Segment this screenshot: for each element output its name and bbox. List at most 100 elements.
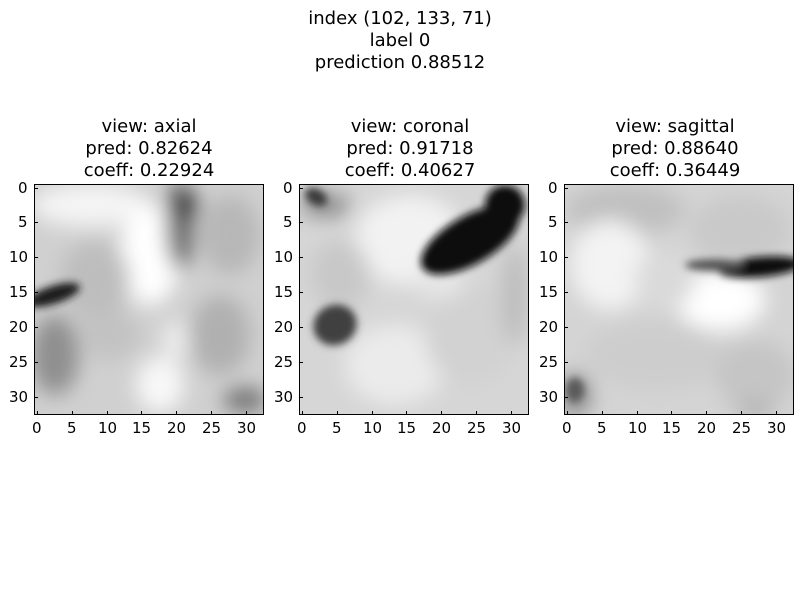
- axial-x-label-5: 5: [67, 419, 77, 437]
- sagittal-image-texture: [565, 185, 793, 414]
- coronal-x-tick-15: [406, 411, 407, 415]
- axial-y-tick-0: [34, 188, 38, 189]
- axial-x-label-30: 30: [237, 419, 257, 437]
- panel-sagittal-pred: pred: 0.88640: [611, 138, 739, 159]
- panel-coronal-title: view: coronal pred: 0.91718 coeff: 0.406…: [290, 116, 530, 182]
- panel-coronal-pred: pred: 0.91718: [346, 138, 474, 159]
- coronal-image-texture: [300, 185, 528, 414]
- sagittal-x-label-0: 0: [562, 419, 572, 437]
- coronal-x-tick-5: [337, 411, 338, 415]
- coronal-x-label-0: 0: [297, 419, 307, 437]
- sagittal-x-tick-30: [776, 411, 777, 415]
- sagittal-x-tick-0: [567, 411, 568, 415]
- panel-coronal-view: view: coronal: [350, 116, 470, 137]
- axial-image-texture: [35, 185, 263, 414]
- axial-y-label-10: 10: [9, 248, 29, 266]
- axial-y-label-25: 25: [9, 353, 29, 371]
- coronal-y-tick-25: [299, 362, 303, 363]
- sagittal-x-tick-20: [706, 411, 707, 415]
- coronal-x-label-25: 25: [467, 419, 487, 437]
- coronal-y-tick-0: [299, 188, 303, 189]
- sagittal-y-label-5: 5: [548, 213, 558, 231]
- sagittal-x-tick-10: [637, 411, 638, 415]
- axial-y-tick-10: [34, 257, 38, 258]
- axial-y-tick-5: [34, 222, 38, 223]
- axial-x-tick-5: [72, 411, 73, 415]
- coronal-y-tick-30: [299, 397, 303, 398]
- panel-axial-title: view: axial pred: 0.82624 coeff: 0.22924: [29, 116, 269, 182]
- coronal-y-tick-10: [299, 257, 303, 258]
- sagittal-y-tick-10: [564, 257, 568, 258]
- sagittal-y-tick-30: [564, 397, 568, 398]
- axial-image: [34, 184, 264, 415]
- coronal-y-tick-20: [299, 327, 303, 328]
- coronal-y-tick-5: [299, 222, 303, 223]
- axial-y-tick-30: [34, 397, 38, 398]
- axial-y-label-15: 15: [9, 283, 29, 301]
- panel-axial-pred: pred: 0.82624: [85, 138, 213, 159]
- coronal-x-tick-25: [476, 411, 477, 415]
- coronal-x-tick-30: [511, 411, 512, 415]
- sagittal-y-tick-15: [564, 292, 568, 293]
- axial-x-label-10: 10: [98, 419, 118, 437]
- sagittal-y-label-30: 30: [539, 388, 559, 406]
- coronal-y-label-0: 0: [283, 179, 293, 197]
- axial-x-label-15: 15: [132, 419, 152, 437]
- axial-y-label-20: 20: [9, 318, 29, 336]
- coronal-x-tick-0: [302, 411, 303, 415]
- sagittal-x-label-5: 5: [597, 419, 607, 437]
- coronal-y-label-20: 20: [274, 318, 294, 336]
- figure-title-index: index (102, 133, 71): [308, 8, 492, 29]
- axial-y-label-0: 0: [18, 179, 28, 197]
- sagittal-x-label-30: 30: [767, 419, 787, 437]
- sagittal-x-tick-15: [671, 411, 672, 415]
- coronal-x-label-15: 15: [397, 419, 417, 437]
- sagittal-y-tick-5: [564, 222, 568, 223]
- axial-x-tick-15: [141, 411, 142, 415]
- sagittal-y-tick-25: [564, 362, 568, 363]
- sagittal-y-label-25: 25: [539, 353, 559, 371]
- coronal-x-label-5: 5: [332, 419, 342, 437]
- figure-title: index (102, 133, 71) label 0 prediction …: [0, 8, 800, 74]
- coronal-y-tick-15: [299, 292, 303, 293]
- axial-y-tick-25: [34, 362, 38, 363]
- figure-title-prediction: prediction 0.88512: [314, 52, 486, 73]
- sagittal-y-label-20: 20: [539, 318, 559, 336]
- axial-x-tick-10: [107, 411, 108, 415]
- axial-x-tick-0: [37, 411, 38, 415]
- axial-y-label-5: 5: [18, 213, 28, 231]
- sagittal-y-tick-20: [564, 327, 568, 328]
- axial-y-tick-20: [34, 327, 38, 328]
- axial-x-tick-20: [176, 411, 177, 415]
- sagittal-x-label-10: 10: [628, 419, 648, 437]
- sagittal-x-label-15: 15: [662, 419, 682, 437]
- sagittal-x-tick-25: [741, 411, 742, 415]
- sagittal-image: [564, 184, 794, 415]
- sagittal-x-label-25: 25: [732, 419, 752, 437]
- sagittal-y-tick-0: [564, 188, 568, 189]
- coronal-x-label-30: 30: [502, 419, 522, 437]
- figure-title-label: label 0: [369, 30, 431, 51]
- coronal-y-label-30: 30: [274, 388, 294, 406]
- coronal-y-label-15: 15: [274, 283, 294, 301]
- coronal-y-label-25: 25: [274, 353, 294, 371]
- axial-y-tick-15: [34, 292, 38, 293]
- coronal-x-tick-10: [372, 411, 373, 415]
- axial-x-tick-30: [246, 411, 247, 415]
- axial-x-tick-25: [211, 411, 212, 415]
- coronal-x-tick-20: [441, 411, 442, 415]
- panel-sagittal-title: view: sagittal pred: 0.88640 coeff: 0.36…: [555, 116, 795, 182]
- sagittal-y-label-10: 10: [539, 248, 559, 266]
- panel-axial-coeff: coeff: 0.22924: [83, 160, 215, 181]
- coronal-x-label-10: 10: [363, 419, 383, 437]
- axial-x-label-25: 25: [202, 419, 222, 437]
- axial-x-label-0: 0: [32, 419, 42, 437]
- panel-axial-view: view: axial: [101, 116, 197, 137]
- axial-y-label-30: 30: [9, 388, 29, 406]
- coronal-x-label-20: 20: [432, 419, 452, 437]
- axial-x-label-20: 20: [167, 419, 187, 437]
- coronal-image: [299, 184, 529, 415]
- panel-coronal-coeff: coeff: 0.40627: [344, 160, 476, 181]
- sagittal-x-label-20: 20: [697, 419, 717, 437]
- sagittal-y-label-0: 0: [548, 179, 558, 197]
